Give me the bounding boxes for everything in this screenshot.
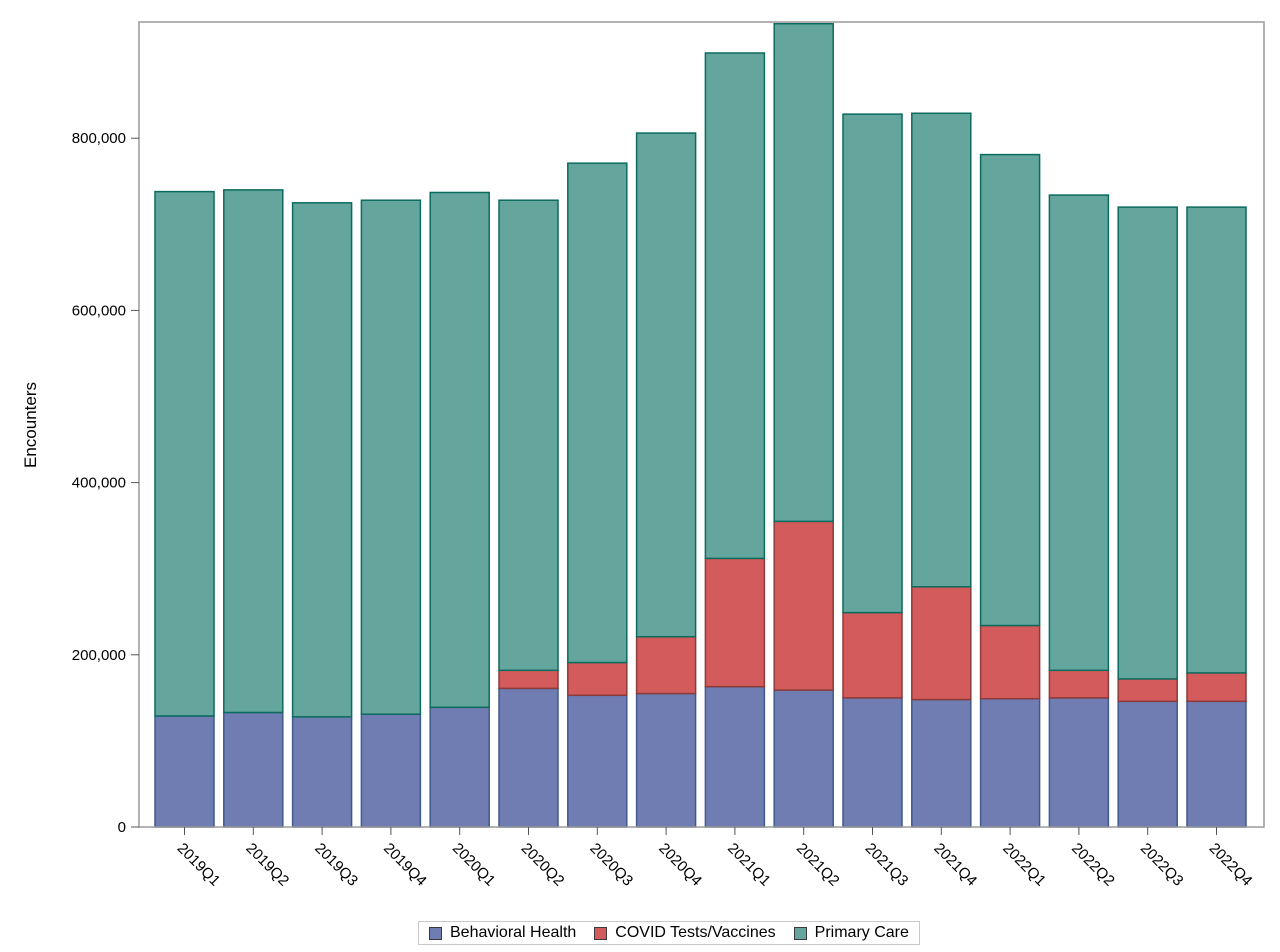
bar-2019Q1-series-2 [154,190,215,717]
legend-swatch [793,926,807,940]
bar-2022Q4-series-0 [1186,700,1247,828]
bar-2020Q2-series-0 [498,687,559,828]
bar-2020Q1-series-0 [429,706,490,828]
x-tick-label-2021Q4: 2021Q4 [930,840,980,890]
bar-2021Q4-series-0 [911,698,972,828]
bar-2019Q4-series-0 [360,713,422,828]
y-axis: 0 200,000 400,000 600,000 800,000 [72,130,139,836]
x-tick-label-2020Q2: 2020Q2 [518,840,568,890]
bar-2020Q4-series-0 [635,692,697,828]
bar-2020Q4-series-2 [635,132,697,638]
bars-layer [154,22,1247,828]
x-tick-label-2020Q4: 2020Q4 [655,840,705,890]
y-tick-label: 0 [118,819,126,836]
bar-2020Q3-series-2 [567,162,628,664]
bar-2022Q1-series-1 [979,624,1041,700]
x-tick-label-2022Q1: 2022Q1 [999,840,1049,890]
legend-item-1: COVID Tests/Vaccines [594,924,776,942]
bar-2019Q2-series-2 [223,189,284,714]
x-tick-label-2019Q3: 2019Q3 [311,840,361,890]
bar-2022Q2-series-1 [1048,669,1110,699]
bar-2020Q2-series-1 [498,669,559,690]
bar-2019Q1-series-0 [154,715,215,828]
x-tick-label-2022Q3: 2022Q3 [1137,840,1187,890]
bar-2022Q3-series-2 [1117,206,1178,680]
bar-2022Q4-series-1 [1186,672,1247,703]
bar-2022Q1-series-0 [979,697,1041,828]
x-tick-label-2019Q1: 2019Q1 [174,840,224,890]
bar-2019Q3-series-0 [291,716,353,828]
x-tick-label-2021Q2: 2021Q2 [793,840,843,890]
bar-2020Q3-series-1 [567,661,628,697]
bar-2022Q2-series-0 [1048,697,1110,828]
x-tick-label-2019Q4: 2019Q4 [380,840,430,890]
y-axis-title: Encounters [21,382,40,468]
bar-2021Q1-series-0 [704,685,766,828]
bar-2022Q3-series-0 [1117,700,1178,828]
legend-label: COVID Tests/Vaccines [615,924,776,941]
bar-2022Q1-series-2 [979,153,1041,627]
bar-2022Q4-series-2 [1186,206,1247,674]
y-tick-label: 400,000 [72,475,126,492]
bar-2019Q2-series-0 [223,711,284,828]
bar-2021Q4-series-2 [911,112,972,588]
bar-2021Q2-series-1 [773,520,834,691]
legend-label: Behavioral Health [450,924,577,941]
bar-2022Q3-series-1 [1117,678,1178,703]
x-tick-label-2020Q1: 2020Q1 [449,840,499,890]
bar-2020Q4-series-1 [635,635,697,695]
bar-2019Q3-series-2 [291,202,353,718]
bar-2020Q2-series-2 [498,199,559,672]
x-tick-label-2019Q2: 2019Q2 [242,840,292,890]
bar-2020Q1-series-2 [429,191,490,709]
legend-item-2: Primary Care [793,924,909,942]
bar-2021Q2-series-2 [773,22,834,523]
legend-item-0: Behavioral Health [429,924,576,942]
legend-swatch [594,926,608,940]
legend-label: Primary Care [814,924,909,941]
bar-2021Q1-series-2 [704,52,766,560]
bar-2021Q3-series-1 [842,611,903,699]
y-tick-label: 200,000 [72,647,126,664]
bar-2021Q3-series-0 [842,697,903,828]
bar-2021Q2-series-0 [773,689,834,828]
x-tick-label-2022Q2: 2022Q2 [1068,840,1118,890]
x-tick-label-2022Q4: 2022Q4 [1206,840,1256,890]
bar-2021Q3-series-2 [842,113,903,614]
legend-swatch [429,926,442,940]
bar-2020Q3-series-0 [567,694,628,828]
x-axis: 2019Q1 2019Q2 2019Q3 2019Q4 2020Q1 2020Q2 2020… [174,827,1256,890]
y-tick-label: 800,000 [72,130,126,147]
bar-2019Q4-series-2 [360,199,422,715]
y-tick-label: 600,000 [72,302,126,319]
bar-2021Q1-series-1 [704,557,766,688]
plot-frame [138,21,1265,828]
x-tick-label-2020Q3: 2020Q3 [586,840,636,890]
x-tick-label-2021Q1: 2021Q1 [724,840,774,890]
legend: Behavioral Health COVID Tests/Vaccines Pri… [418,921,920,945]
x-tick-label-2021Q3: 2021Q3 [862,840,912,890]
bar-2022Q2-series-2 [1048,194,1110,672]
bar-2021Q4-series-1 [911,586,972,701]
